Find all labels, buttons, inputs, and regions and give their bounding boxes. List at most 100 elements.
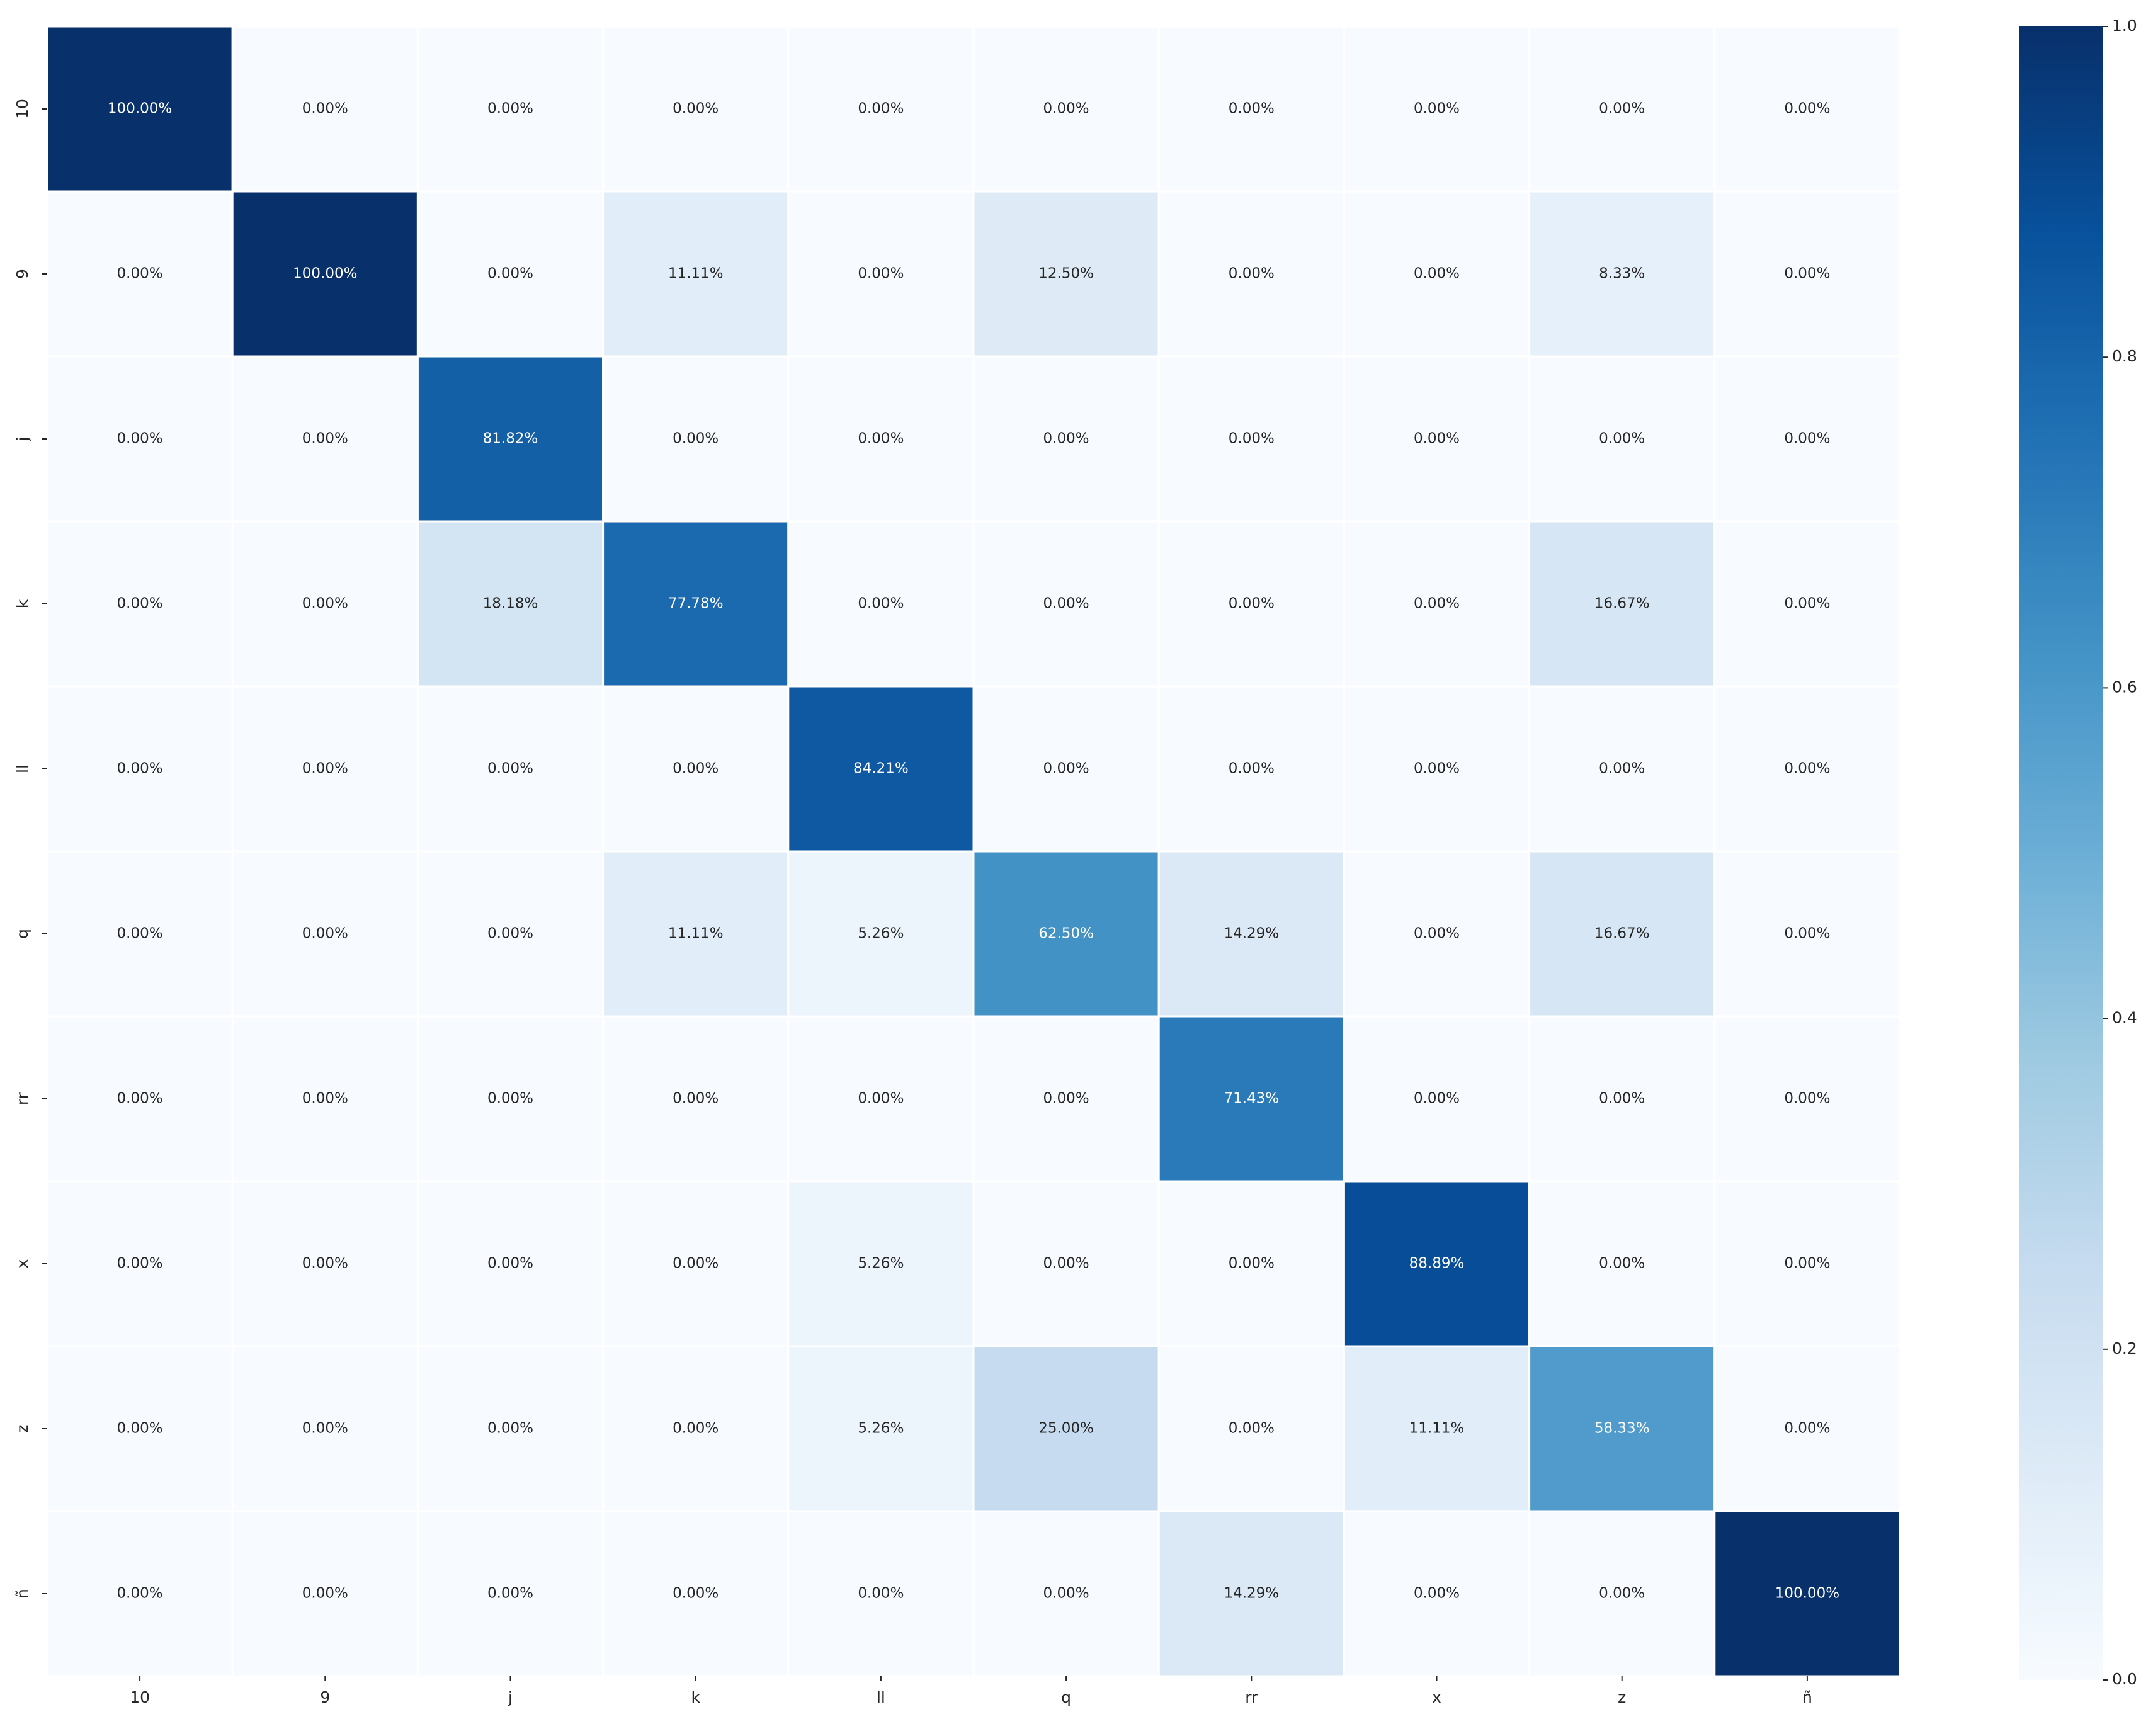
x-tick-label: ñ <box>1802 1688 1812 1706</box>
cell-value-label: 0.00% <box>117 1256 163 1272</box>
heatmap-cell <box>787 1510 975 1677</box>
cell-value-label: 0.00% <box>117 1586 163 1602</box>
cell-value-label: 0.00% <box>1599 101 1645 117</box>
cell-value-label: 5.26% <box>858 926 904 942</box>
cell-value-label: 0.00% <box>1599 761 1645 777</box>
heatmap-cell <box>46 1015 234 1183</box>
cell-value-label: 62.50% <box>1038 926 1094 942</box>
x-tick-label: x <box>1432 1688 1441 1706</box>
heatmap-cell <box>602 1015 790 1183</box>
heatmap-cell <box>1528 850 1716 1018</box>
heatmap-cell <box>787 850 975 1018</box>
heatmap-cell <box>1713 520 1901 688</box>
cell-value-label: 0.00% <box>487 101 533 117</box>
cell-value-label: 12.50% <box>1038 266 1094 282</box>
cell-value-label: 0.00% <box>1599 1586 1645 1602</box>
cell-value-label: 0.00% <box>302 761 348 777</box>
heatmap-cell <box>1343 190 1531 358</box>
cell-value-label: 0.00% <box>1599 431 1645 447</box>
colorbar-tick-label: 0.6 <box>2112 678 2137 696</box>
heatmap-cell <box>1528 355 1716 523</box>
heatmap-cell <box>1343 1180 1531 1347</box>
cell-value-label: 0.00% <box>1784 761 1830 777</box>
heatmap-cell <box>787 355 975 523</box>
cell-value-label: 0.00% <box>1784 1091 1830 1107</box>
colorbar: 0.0 0.2 0.4 0.6 0.8 1.0 <box>2019 16 2137 1688</box>
cell-value-label: 0.00% <box>487 926 533 942</box>
cell-value-label: 0.00% <box>673 1421 719 1437</box>
cell-value-label: 58.33% <box>1594 1421 1650 1437</box>
heatmap-cell <box>972 1510 1160 1677</box>
cell-value-label: 0.00% <box>1043 1256 1089 1272</box>
cell-value-label: 0.00% <box>1414 596 1460 612</box>
heatmap-cell <box>602 850 790 1018</box>
cell-value-label: 0.00% <box>302 1256 348 1272</box>
heatmap-cell <box>231 1510 419 1677</box>
heatmap-cell <box>1157 1015 1345 1183</box>
y-axis-ticks: 10 9 j k ll q rr x z ñ <box>13 99 47 1599</box>
cell-value-label: 0.00% <box>487 1091 533 1107</box>
cell-value-label: 0.00% <box>1043 1586 1089 1602</box>
cell-value-label: 0.00% <box>1414 1091 1460 1107</box>
heatmap-cell <box>1713 25 1901 193</box>
cell-value-label: 0.00% <box>1043 596 1089 612</box>
cell-value-label: 0.00% <box>1784 1421 1830 1437</box>
heatmap-cell <box>231 25 419 193</box>
heatmap-cell <box>1528 190 1716 358</box>
cell-value-label: 0.00% <box>858 596 904 612</box>
cell-value-label: 0.00% <box>117 1421 163 1437</box>
cell-value-label: 0.00% <box>117 266 163 282</box>
cell-value-label: 0.00% <box>302 926 348 942</box>
cell-value-label: 0.00% <box>1229 431 1275 447</box>
heatmap-cell <box>46 850 234 1018</box>
cell-value-label: 25.00% <box>1038 1421 1094 1437</box>
heatmap-cell <box>416 25 605 193</box>
cell-value-label: 0.00% <box>117 596 163 612</box>
cell-value-label: 0.00% <box>1784 596 1830 612</box>
heatmap-cell <box>231 685 419 853</box>
heatmap-cell <box>1528 1510 1716 1677</box>
heatmap-cell <box>416 190 605 358</box>
cell-value-label: 0.00% <box>487 1256 533 1272</box>
heatmap-cell <box>416 1345 605 1512</box>
cell-value-label: 0.00% <box>673 431 719 447</box>
heatmap-cell <box>1157 1345 1345 1512</box>
heatmap-cell <box>231 190 419 358</box>
colorbar-gradient <box>2019 26 2103 1680</box>
heatmap-cell <box>1528 1015 1716 1183</box>
x-tick-label: k <box>691 1688 700 1706</box>
cell-value-label: 0.00% <box>858 1091 904 1107</box>
cell-value-label: 0.00% <box>302 596 348 612</box>
cell-value-label: 100.00% <box>1775 1586 1839 1602</box>
heatmap-cell <box>46 1510 234 1677</box>
cell-value-label: 0.00% <box>1414 431 1460 447</box>
y-tick-label: ll <box>13 764 31 773</box>
cell-value-label: 71.43% <box>1224 1091 1279 1107</box>
heatmap-cell <box>416 685 605 853</box>
x-tick-label: 9 <box>320 1688 330 1706</box>
heatmap-cell <box>231 1345 419 1512</box>
heatmap-cell <box>1528 1180 1716 1347</box>
cell-value-label: 0.00% <box>1229 596 1275 612</box>
cell-value-label: 16.67% <box>1594 926 1650 942</box>
x-tick-label: j <box>508 1688 513 1706</box>
cell-value-label: 0.00% <box>673 1586 719 1602</box>
cell-value-label: 0.00% <box>487 1421 533 1437</box>
heatmap-cell <box>1528 1345 1716 1512</box>
heatmap-cell <box>1157 355 1345 523</box>
cell-value-label: 0.00% <box>1229 101 1275 117</box>
cell-value-label: 0.00% <box>1784 431 1830 447</box>
y-tick-label: q <box>13 929 31 939</box>
cell-value-label: 0.00% <box>302 431 348 447</box>
cell-value-label: 0.00% <box>1784 1256 1830 1272</box>
cell-value-label: 0.00% <box>1229 761 1275 777</box>
heatmap-cell <box>1713 685 1901 853</box>
heatmap-cell <box>1157 1510 1345 1677</box>
cell-value-label: 0.00% <box>1784 926 1830 942</box>
heatmap-cell <box>972 685 1160 853</box>
heatmap-cell <box>972 1345 1160 1512</box>
heatmap-cell <box>972 25 1160 193</box>
heatmap-cell <box>602 1510 790 1677</box>
heatmap-cell <box>1343 25 1531 193</box>
